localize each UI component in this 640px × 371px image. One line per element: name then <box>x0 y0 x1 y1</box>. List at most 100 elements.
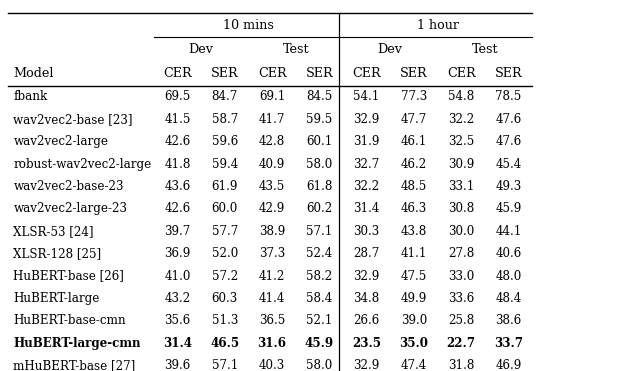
Text: 84.7: 84.7 <box>212 91 238 104</box>
Text: 60.0: 60.0 <box>212 202 238 215</box>
Text: Dev: Dev <box>189 43 214 56</box>
Text: 58.4: 58.4 <box>306 292 333 305</box>
Text: 33.7: 33.7 <box>494 337 523 350</box>
Text: 40.9: 40.9 <box>259 158 285 171</box>
Text: SER: SER <box>400 67 428 80</box>
Text: 28.7: 28.7 <box>353 247 380 260</box>
Text: 23.5: 23.5 <box>352 337 381 350</box>
Text: CER: CER <box>447 67 476 80</box>
Text: 41.0: 41.0 <box>164 270 191 283</box>
Text: 37.3: 37.3 <box>259 247 285 260</box>
Text: 39.6: 39.6 <box>164 359 191 371</box>
Text: 41.2: 41.2 <box>259 270 285 283</box>
Text: XLSR-53 [24]: XLSR-53 [24] <box>13 225 94 238</box>
Text: 43.5: 43.5 <box>259 180 285 193</box>
Text: 35.0: 35.0 <box>399 337 428 350</box>
Text: CER: CER <box>163 67 192 80</box>
Text: wav2vec2-base-23: wav2vec2-base-23 <box>13 180 124 193</box>
Text: 43.6: 43.6 <box>164 180 191 193</box>
Text: HuBERT-base [26]: HuBERT-base [26] <box>13 270 124 283</box>
Text: 52.4: 52.4 <box>306 247 333 260</box>
Text: 60.2: 60.2 <box>306 202 333 215</box>
Text: 41.4: 41.4 <box>259 292 285 305</box>
Text: 51.3: 51.3 <box>212 314 238 327</box>
Text: 58.7: 58.7 <box>212 113 238 126</box>
Text: 26.6: 26.6 <box>353 314 380 327</box>
Text: HuBERT-large: HuBERT-large <box>13 292 100 305</box>
Text: 32.5: 32.5 <box>448 135 474 148</box>
Text: 36.5: 36.5 <box>259 314 285 327</box>
Text: 45.4: 45.4 <box>495 158 522 171</box>
Text: 84.5: 84.5 <box>306 91 333 104</box>
Text: 45.9: 45.9 <box>495 202 522 215</box>
Text: 30.9: 30.9 <box>448 158 474 171</box>
Text: 54.1: 54.1 <box>353 91 380 104</box>
Text: 33.0: 33.0 <box>448 270 474 283</box>
Text: 61.8: 61.8 <box>306 180 333 193</box>
Text: 42.8: 42.8 <box>259 135 285 148</box>
Text: 40.6: 40.6 <box>495 247 522 260</box>
Text: 1 hour: 1 hour <box>417 19 458 32</box>
Text: 69.1: 69.1 <box>259 91 285 104</box>
Text: 41.1: 41.1 <box>401 247 427 260</box>
Text: fbank: fbank <box>13 91 48 104</box>
Text: 32.9: 32.9 <box>353 359 380 371</box>
Text: 69.5: 69.5 <box>164 91 191 104</box>
Text: 32.2: 32.2 <box>353 180 380 193</box>
Text: 77.3: 77.3 <box>401 91 427 104</box>
Text: wav2vec2-large-23: wav2vec2-large-23 <box>13 202 127 215</box>
Text: 32.7: 32.7 <box>353 158 380 171</box>
Text: 57.2: 57.2 <box>212 270 238 283</box>
Text: 32.9: 32.9 <box>353 270 380 283</box>
Text: Model: Model <box>13 67 54 80</box>
Text: Dev: Dev <box>378 43 403 56</box>
Text: robust-wav2vec2-large: robust-wav2vec2-large <box>13 158 152 171</box>
Text: wav2vec2-base [23]: wav2vec2-base [23] <box>13 113 133 126</box>
Text: mHuBERT-base [27]: mHuBERT-base [27] <box>13 359 136 371</box>
Text: 35.6: 35.6 <box>164 314 191 327</box>
Text: CER: CER <box>352 67 381 80</box>
Text: 36.9: 36.9 <box>164 247 191 260</box>
Text: 41.5: 41.5 <box>164 113 191 126</box>
Text: 47.5: 47.5 <box>401 270 427 283</box>
Text: 40.3: 40.3 <box>259 359 285 371</box>
Text: 27.8: 27.8 <box>448 247 474 260</box>
Text: 39.0: 39.0 <box>401 314 427 327</box>
Text: 60.1: 60.1 <box>306 135 333 148</box>
Text: 45.9: 45.9 <box>305 337 334 350</box>
Text: 61.9: 61.9 <box>212 180 238 193</box>
Text: 59.5: 59.5 <box>306 113 333 126</box>
Text: 42.6: 42.6 <box>164 202 191 215</box>
Text: 25.8: 25.8 <box>448 314 474 327</box>
Text: 10 mins: 10 mins <box>223 19 274 32</box>
Text: 46.5: 46.5 <box>211 337 239 350</box>
Text: SER: SER <box>211 67 239 80</box>
Text: SER: SER <box>495 67 522 80</box>
Text: 57.7: 57.7 <box>212 225 238 238</box>
Text: 33.6: 33.6 <box>448 292 474 305</box>
Text: 42.6: 42.6 <box>164 135 191 148</box>
Text: 48.0: 48.0 <box>495 270 522 283</box>
Text: 42.9: 42.9 <box>259 202 285 215</box>
Text: 43.8: 43.8 <box>401 225 427 238</box>
Text: 31.4: 31.4 <box>163 337 192 350</box>
Text: 46.9: 46.9 <box>495 359 522 371</box>
Text: 57.1: 57.1 <box>212 359 238 371</box>
Text: 39.7: 39.7 <box>164 225 191 238</box>
Text: 59.6: 59.6 <box>212 135 238 148</box>
Text: wav2vec2-large: wav2vec2-large <box>13 135 108 148</box>
Text: Test: Test <box>282 43 309 56</box>
Text: 58.2: 58.2 <box>306 270 333 283</box>
Text: 30.3: 30.3 <box>353 225 380 238</box>
Text: 31.8: 31.8 <box>448 359 474 371</box>
Text: 57.1: 57.1 <box>306 225 333 238</box>
Text: 38.6: 38.6 <box>495 314 522 327</box>
Text: 33.1: 33.1 <box>448 180 474 193</box>
Text: 58.0: 58.0 <box>306 158 333 171</box>
Text: 54.8: 54.8 <box>448 91 474 104</box>
Text: HuBERT-base-cmn: HuBERT-base-cmn <box>13 314 126 327</box>
Text: HuBERT-large-cmn: HuBERT-large-cmn <box>13 337 141 350</box>
Text: 46.2: 46.2 <box>401 158 427 171</box>
Text: 60.3: 60.3 <box>212 292 238 305</box>
Text: 52.0: 52.0 <box>212 247 238 260</box>
